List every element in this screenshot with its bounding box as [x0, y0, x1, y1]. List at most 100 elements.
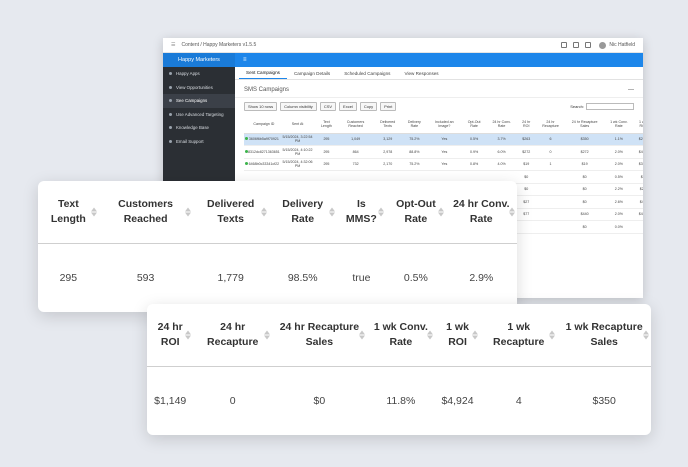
sort-icon[interactable]	[184, 207, 191, 217]
sidebar-item-icon	[169, 112, 172, 116]
stats-header-cell[interactable]: Delivery Rate	[268, 181, 337, 244]
table-header-cell[interactable]: 24 hr Recapture	[535, 115, 566, 134]
table-header-cell[interactable]: Sent At	[279, 115, 316, 134]
table-cell: $267	[633, 133, 643, 146]
sort-icon[interactable]	[263, 330, 270, 340]
sort-down-icon	[426, 335, 433, 340]
table-cell	[535, 195, 566, 209]
tab-item[interactable]: Campaign Details	[293, 70, 331, 76]
table-header-cell[interactable]: Delivered Texts	[373, 115, 402, 134]
table-cell	[535, 220, 566, 234]
sort-icon[interactable]	[472, 330, 479, 340]
table-header-cell[interactable]: Delivery Rate	[401, 115, 427, 134]
tab-item[interactable]: View Responses	[404, 70, 439, 76]
table-header-cell[interactable]: 1 wk Conv. Rate	[604, 115, 634, 134]
table-cell: $396	[633, 158, 643, 171]
table-cell: Yes	[426, 158, 462, 171]
stats-header-cell[interactable]: 24 hr Recapture	[193, 304, 272, 367]
sort-icon[interactable]	[358, 330, 365, 340]
table-cell: 0.0%	[604, 220, 634, 234]
table-header-cell[interactable]: 24 hr Recapture Sales	[565, 115, 605, 134]
sort-icon[interactable]	[509, 207, 515, 217]
brand-bar-rest: ≡	[235, 53, 643, 67]
stats-value-cell: $4,924	[441, 394, 474, 407]
stats-header-cell[interactable]: 1 wk Conv. Rate	[366, 304, 435, 367]
stats-header-cell[interactable]: 1 wk Recapture Sales	[557, 304, 651, 367]
sort-icon[interactable]	[549, 330, 556, 340]
stats-header-cell[interactable]: Is MMS?	[336, 181, 387, 244]
sidebar-item-label: See Campaigns	[176, 98, 208, 104]
toolbar-button[interactable]: Column visibility	[280, 102, 317, 111]
toolbar-button[interactable]: Show 10 rows	[244, 102, 278, 111]
hamburger-icon[interactable]: ≡	[243, 57, 247, 63]
table-row[interactable]: 3606f6b5a9f70921 5/15/2024, 3:22:54 PM 295…	[244, 133, 643, 146]
sort-icon[interactable]	[185, 330, 192, 340]
stats-header-cell[interactable]: Customers Reached	[98, 181, 193, 244]
stats-header-cell[interactable]: 1 wk Recapture	[480, 304, 558, 367]
table-header-cell[interactable]: Text Length	[315, 115, 338, 134]
toolbar-button[interactable]: Excel	[339, 102, 357, 111]
sort-icon[interactable]	[437, 207, 444, 217]
sort-up-icon	[643, 330, 649, 335]
brand-logo[interactable]: Happy Marketers	[163, 53, 235, 67]
menu-icon[interactable]: ☰	[171, 42, 176, 48]
table-cell: $0	[565, 183, 605, 196]
toolbar-button[interactable]: Copy	[359, 102, 378, 111]
search-input[interactable]	[586, 103, 634, 110]
table-cell: $0	[565, 170, 605, 184]
sort-icon[interactable]	[643, 330, 649, 340]
table-cell: 295	[315, 133, 338, 146]
notification-icon[interactable]	[573, 42, 580, 48]
table-header-cell[interactable]: 24 hr ROI	[516, 115, 536, 134]
table-row[interactable]: $0$00.5%$5	[244, 170, 643, 184]
table-cell	[244, 158, 248, 171]
table-header-cell[interactable]: Included an Image?	[426, 115, 462, 134]
table-cell: 2.0%	[604, 208, 634, 221]
stats-header-cell[interactable]: Delivered Texts	[192, 181, 269, 244]
toolbar-button[interactable]: CSV	[319, 102, 337, 111]
table-header-cell[interactable]: Opt-Out Rate	[461, 115, 487, 134]
sidebar-item[interactable]: Happy Apps	[163, 67, 235, 81]
stats-header-label: 1 wk ROI	[446, 320, 469, 348]
table-header-cell[interactable]: 1 wk ROI	[633, 115, 643, 134]
sort-icon[interactable]	[426, 330, 433, 340]
table-cell: 2,978	[373, 145, 402, 159]
sort-icon[interactable]	[328, 207, 335, 217]
sidebar-item[interactable]: Use Advanced Targeting	[163, 108, 235, 122]
sidebar-item[interactable]: Email Support	[163, 135, 235, 149]
avatar[interactable]	[599, 41, 607, 49]
tab-item[interactable]: Scheduled Campaigns	[344, 70, 391, 76]
sidebar-item[interactable]: Knowledge Base	[163, 121, 235, 135]
sidebar-item[interactable]: See Campaigns	[163, 94, 235, 108]
tab-item[interactable]: Sent Campaigns	[239, 67, 287, 79]
table-header-cell[interactable]: 24 hr Conv. Rate	[486, 115, 517, 134]
stats-header-cell[interactable]: 24 hr ROI	[147, 304, 194, 367]
table-header-cell[interactable]	[244, 115, 248, 134]
sort-icon[interactable]	[90, 207, 97, 217]
sort-icon[interactable]	[378, 207, 385, 217]
table-row[interactable]: 8312dc8271363651 5/15/2024, 4:10:22 PM 295…	[244, 145, 643, 159]
gear-icon[interactable]	[585, 42, 592, 48]
stats-header-row: Text Length Customers Reached Delivered Te…	[38, 181, 517, 244]
table-toolbar: Show 10 rows Column visibility CSV Excel Cop…	[235, 98, 643, 115]
table-cell: $77	[516, 208, 536, 221]
fullscreen-icon[interactable]	[561, 42, 568, 48]
sort-icon[interactable]	[260, 207, 267, 217]
stats-header-cell[interactable]: 1 wk ROI	[434, 304, 481, 367]
sidebar-item[interactable]: View Opportunities	[163, 81, 235, 95]
collapse-icon[interactable]: —	[628, 87, 634, 93]
user-name[interactable]: Nic Hatfield	[609, 42, 635, 48]
sort-up-icon	[184, 207, 191, 212]
stats-header-label: 24 hr ROI	[157, 320, 183, 348]
sidebar-item-label: Knowledge Base	[176, 125, 209, 131]
stats-header-label: Opt-Out Rate	[396, 197, 436, 225]
stats-header-cell[interactable]: Opt-Out Rate	[386, 181, 446, 244]
table-header-cell[interactable]: Campaign ID	[248, 115, 280, 134]
table-row[interactable]: 6468b0c33341cf22 5/15/2024, 4:32:06 PM 295…	[244, 158, 643, 171]
table-header-cell[interactable]: Customers Reached	[337, 115, 374, 134]
toolbar-button[interactable]: Print	[380, 102, 397, 111]
stats-header-cell[interactable]: 24 hr Conv. Rate	[445, 181, 517, 244]
stats-header-cell[interactable]: Text Length	[38, 181, 99, 244]
sidebar-item-label: Happy Apps	[176, 71, 200, 77]
stats-header-cell[interactable]: 24 hr Recapture Sales	[271, 304, 367, 367]
